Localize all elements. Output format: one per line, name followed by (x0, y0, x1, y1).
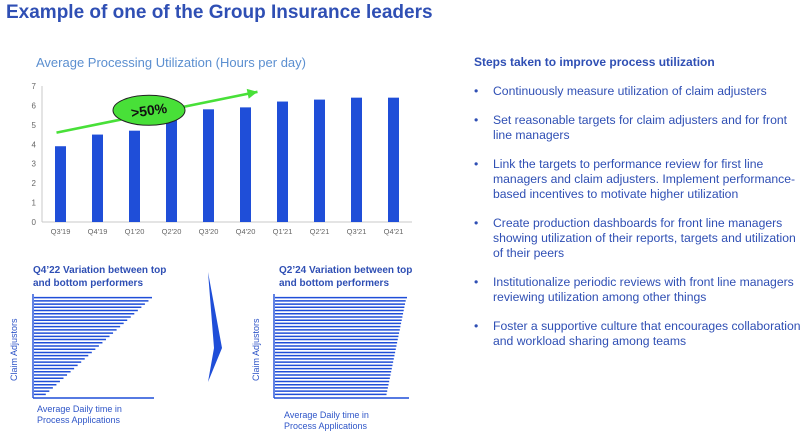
y-tick-label: 0 (32, 218, 37, 227)
x-tick-label: Q3'20 (199, 227, 219, 236)
bullet-icon: • (474, 275, 479, 289)
page-title: Example of one of the Group Insurance le… (6, 2, 433, 23)
bar (92, 134, 103, 222)
step-text: Continuously measure utilization of clai… (493, 84, 767, 98)
step-item: • Create production dashboards for front … (474, 216, 804, 261)
bullet-icon: • (474, 113, 479, 127)
x-tick-label: Q3'21 (347, 227, 367, 236)
y-tick-label: 2 (32, 179, 37, 188)
bar (129, 130, 140, 222)
step-text: Set reasonable targets for claim adjuste… (493, 113, 788, 142)
x-tick-label: Q4'19 (88, 227, 108, 236)
x-tick-label: Q4'20 (236, 227, 256, 236)
x-tick-label: Q1'20 (125, 227, 145, 236)
processing-utilization-chart: 0 1 2 3 4 5 6 7 Q3'19 Q4'19 Q1'20 Q2'20 Q3'20 Q4'20 Q1… (32, 82, 412, 236)
steps-list: • Continuously measure utilization of cla… (474, 84, 804, 363)
x-tick-label: Q2'21 (310, 227, 330, 236)
growth-annotation-badge (112, 94, 186, 126)
bar (277, 101, 288, 222)
q2-24-variation-title: Q2’24 Variation between top and bottom p… (279, 265, 413, 289)
x-tick-label: Q3'19 (51, 227, 71, 236)
x-tick-label: Q1'21 (273, 227, 293, 236)
step-item: • Link the targets to performance review … (474, 157, 804, 202)
x-tick-label: Q4'21 (384, 227, 404, 236)
bullet-icon: • (474, 157, 479, 171)
x-tick-label: Q2'20 (162, 227, 182, 236)
bar (55, 146, 66, 222)
bullet-icon: • (474, 216, 479, 230)
y-tick-label: 1 (32, 199, 37, 208)
q4-22-variation-title: Q4’22 Variation between top and bottom p… (33, 265, 167, 289)
y-tick-label: 7 (32, 82, 37, 91)
step-item: • Foster a supportive culture that encour… (474, 319, 804, 349)
step-item: • Institutionalize periodic reviews with … (474, 275, 804, 305)
y-tick-label: 5 (32, 121, 37, 130)
step-text: Institutionalize periodic reviews with f… (493, 275, 794, 304)
bar (351, 97, 362, 222)
y-tick-label: 3 (32, 160, 37, 169)
bar (166, 119, 177, 222)
y-tick-label: 6 (32, 101, 37, 110)
q4-22-x-axis-label: Average Daily time in Process Applicatio… (37, 404, 122, 425)
steps-title: Steps taken to improve process utilizati… (474, 55, 715, 69)
q2-24-variation-chart (273, 294, 409, 399)
chevron-right-icon (208, 272, 222, 382)
bar (203, 109, 214, 222)
step-item: • Set reasonable targets for claim adjust… (474, 113, 804, 143)
trend-arrowhead-icon (246, 88, 258, 99)
chart-title: Average Processing Utilization (Hours pe… (36, 55, 306, 70)
bar (240, 107, 251, 222)
growth-annotation-label: >50% (130, 100, 169, 121)
y-tick-label: 4 (32, 140, 37, 149)
bar (314, 99, 325, 222)
step-text: Foster a supportive culture that encoura… (493, 319, 801, 348)
q4-22-variation-chart (32, 294, 154, 399)
q2-24-x-axis-label: Average Daily time in Process Applicatio… (284, 410, 369, 431)
step-text: Create production dashboards for front l… (493, 216, 796, 260)
step-text: Link the targets to performance review f… (493, 157, 796, 201)
q4-22-y-axis-label: Claim Adjustors (9, 318, 19, 381)
step-item: • Continuously measure utilization of cla… (474, 84, 804, 99)
q2-24-y-axis-label: Claim Adjustors (251, 318, 261, 381)
bar (388, 97, 399, 222)
bullet-icon: • (474, 84, 479, 98)
bullet-icon: • (474, 319, 479, 333)
